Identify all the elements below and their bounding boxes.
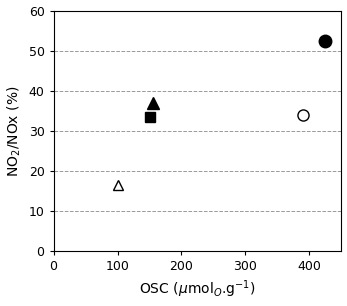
Y-axis label: NO$_2$/NOx (%): NO$_2$/NOx (%) (6, 85, 23, 177)
X-axis label: OSC ($\mu$mol$_O$.g$^{-1}$): OSC ($\mu$mol$_O$.g$^{-1}$) (139, 279, 256, 300)
